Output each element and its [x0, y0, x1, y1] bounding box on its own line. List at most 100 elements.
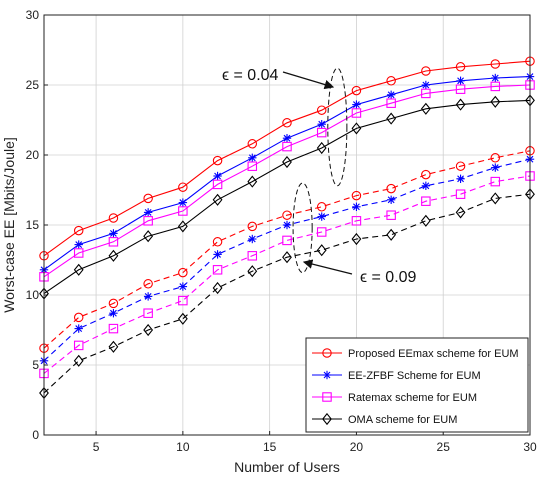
series-line — [43, 193, 531, 394]
y-tick-label: 0 — [32, 428, 39, 442]
data-point — [316, 127, 327, 138]
series-eps_0.04-square — [39, 80, 535, 282]
data-point — [247, 139, 258, 149]
data-point — [247, 161, 258, 171]
data-point — [386, 183, 396, 194]
data-point — [178, 295, 188, 306]
data-point — [282, 155, 292, 169]
data-point — [108, 340, 119, 353]
annotations: ϵ = 0.04 ϵ = 0.09 — [222, 67, 417, 286]
data-point — [317, 212, 326, 221]
x-tick-label: 25 — [437, 440, 451, 454]
data-point — [143, 208, 153, 217]
data-point — [421, 196, 431, 206]
y-tick-label: 10 — [26, 288, 40, 302]
data-point — [316, 141, 327, 155]
legend-item-diamond: OMA scheme for EUM — [312, 412, 457, 426]
data-point — [212, 193, 223, 206]
data-point — [178, 182, 188, 192]
data-point — [73, 340, 84, 351]
data-point — [247, 221, 258, 232]
data-point — [490, 153, 501, 163]
data-point — [456, 76, 465, 85]
annotation-arrow-eps-009 — [302, 259, 353, 275]
data-point — [352, 100, 361, 109]
data-point — [421, 181, 431, 190]
data-point — [316, 105, 327, 115]
series-line — [43, 175, 531, 374]
x-tick-label: 30 — [523, 440, 537, 454]
data-point — [178, 282, 188, 291]
data-point — [74, 324, 83, 333]
plot-frame — [43, 14, 531, 436]
data-point — [108, 249, 119, 262]
data-point — [282, 134, 292, 143]
data-point — [108, 237, 119, 247]
series-line — [43, 84, 531, 278]
series-eps_0.04-diamond — [39, 94, 535, 300]
data-point — [109, 229, 118, 238]
series-line — [43, 99, 531, 295]
axes — [43, 14, 531, 436]
legend-label: Ratemax scheme for EUM — [348, 392, 477, 404]
data-point — [351, 190, 362, 201]
series-eps_0.09-diamond — [39, 188, 535, 400]
data-point — [421, 169, 431, 180]
x-tick-label: 5 — [93, 440, 100, 454]
x-tick-label: 10 — [176, 440, 190, 454]
data-point — [178, 206, 188, 216]
data-point — [351, 232, 362, 246]
series-line — [43, 60, 531, 257]
data-point — [108, 213, 119, 223]
data-point — [491, 163, 500, 172]
legend: Proposed EEmax scheme for EUM EE-ZFBF Sch… — [305, 337, 529, 433]
data-point — [386, 228, 397, 241]
data-point — [247, 175, 258, 188]
data-point — [73, 354, 84, 367]
data-point — [421, 80, 431, 90]
legend-label: Proposed EEmax scheme for EUM — [348, 348, 519, 360]
data-point — [490, 176, 501, 187]
annotation-arrow-eps-004 — [282, 71, 335, 90]
data-point — [455, 62, 466, 72]
annotation-label-eps-009: ϵ = 0.09 — [360, 269, 417, 286]
data-point — [73, 263, 84, 276]
legend-item-asterisk: EE-ZFBF Scheme for EUM — [312, 370, 481, 382]
data-point — [490, 81, 501, 92]
legend-label: EE-ZFBF Scheme for EUM — [348, 370, 481, 382]
data-point — [351, 85, 362, 96]
data-point — [421, 88, 431, 99]
series-eps_0.09-square — [39, 171, 535, 379]
data-point — [386, 76, 396, 86]
data-point — [143, 323, 154, 337]
data-point — [351, 108, 362, 118]
data-point — [177, 220, 188, 233]
data-point — [74, 240, 83, 249]
data-point — [248, 153, 257, 162]
data-point — [213, 171, 222, 181]
x-axis-label: Number of Users — [234, 459, 340, 475]
y-axis-label: Worst-case EE [Mbits/Joule] — [1, 137, 17, 313]
data-point — [490, 192, 501, 205]
data-point — [108, 323, 119, 334]
data-point — [143, 193, 153, 204]
data-point — [490, 59, 501, 69]
data-point — [212, 155, 223, 166]
series-line — [43, 158, 531, 362]
data-point — [491, 73, 500, 83]
data-point — [456, 174, 465, 183]
data-point — [109, 309, 118, 318]
y-tick-label: 30 — [26, 8, 40, 22]
x-tick-label: 15 — [263, 440, 277, 454]
legend-item-circle: Proposed EEmax scheme for EUM — [312, 348, 519, 360]
data-point — [455, 98, 466, 111]
y-tick-labels: 0 5 10 15 20 25 30 — [26, 8, 40, 442]
data-point — [386, 210, 396, 220]
data-point — [455, 206, 466, 219]
data-point — [282, 251, 292, 264]
data-point — [212, 179, 223, 190]
y-tick-label: 25 — [26, 78, 40, 92]
series-line — [43, 150, 531, 349]
data-point — [352, 202, 361, 211]
data-point — [317, 120, 326, 129]
